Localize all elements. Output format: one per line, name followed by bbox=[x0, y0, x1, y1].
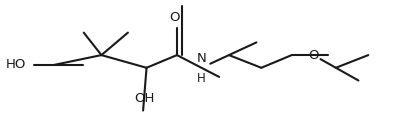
Text: O: O bbox=[169, 11, 180, 24]
Text: OH: OH bbox=[134, 92, 154, 105]
Text: H: H bbox=[196, 72, 205, 85]
Text: N: N bbox=[196, 53, 206, 65]
Text: O: O bbox=[307, 49, 318, 62]
Text: HO: HO bbox=[6, 58, 26, 71]
